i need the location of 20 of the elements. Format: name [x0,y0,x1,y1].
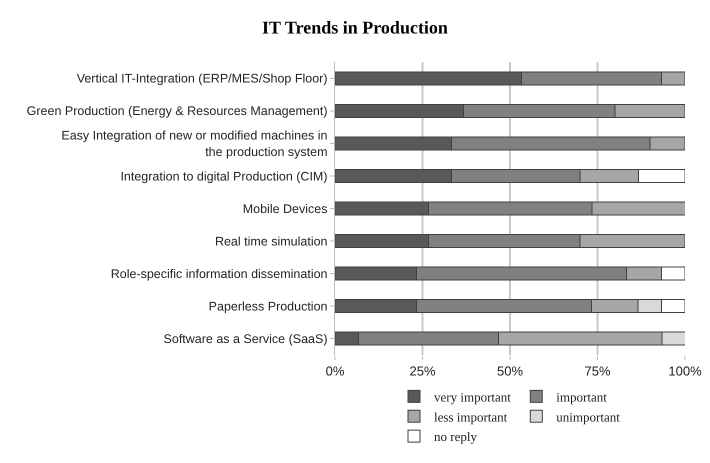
chart-title: IT Trends in Production [262,17,448,38]
y-tick-label: Software as a Service (SaaS) [164,332,328,346]
x-tick-label: 100% [668,364,702,379]
x-tick-label: 50% [496,364,524,379]
x-tick-label: 25% [409,364,436,379]
legend-label: no reply [434,429,478,444]
legend-label: less important [434,409,508,424]
x-tick-label: 0% [326,364,345,379]
y-tick-label: Easy Integration of new or modified machines in the production system [61,128,328,159]
x-tick-label: 75% [584,364,611,379]
legend-label: very important [434,389,512,404]
y-tick-label: Role-specific information dissemination [110,266,328,281]
y-tick-label: Mobile Devices [242,202,328,216]
y-tick-label: Real time simulation [214,234,328,248]
y-tick-label: Green Production (Energy & Resources Management) [26,104,328,118]
y-tick-label: Vertical IT-Integration (ERP/MES/Shop Floor) [76,72,328,86]
legend-label: important [556,389,608,404]
legend-label: unimportant [556,409,620,424]
y-tick-label: Integration to digital Production (CIM) [120,169,328,184]
y-tick-label: Paperless Production [208,300,328,314]
